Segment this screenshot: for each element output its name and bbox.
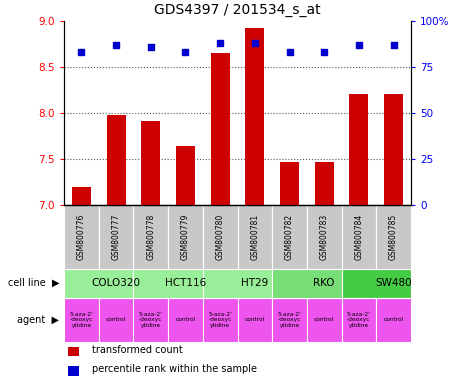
Point — [78, 50, 86, 56]
FancyBboxPatch shape — [238, 205, 272, 269]
FancyBboxPatch shape — [99, 205, 133, 269]
Point — [390, 42, 397, 48]
Text: SW480: SW480 — [375, 278, 412, 288]
Text: agent  ▶: agent ▶ — [18, 314, 59, 325]
FancyBboxPatch shape — [272, 298, 307, 342]
Text: percentile rank within the sample: percentile rank within the sample — [92, 364, 257, 374]
Text: control: control — [314, 317, 334, 322]
Text: GSM800780: GSM800780 — [216, 214, 225, 260]
Text: GSM800777: GSM800777 — [112, 214, 121, 260]
FancyBboxPatch shape — [133, 205, 168, 269]
Text: GSM800778: GSM800778 — [146, 214, 155, 260]
Bar — [67, 347, 79, 356]
FancyBboxPatch shape — [168, 298, 203, 342]
Bar — [141, 121, 161, 205]
Text: GSM800783: GSM800783 — [320, 214, 329, 260]
Bar — [176, 146, 195, 205]
Text: GSM800785: GSM800785 — [389, 214, 398, 260]
FancyBboxPatch shape — [133, 298, 168, 342]
Text: transformed count: transformed count — [92, 345, 182, 355]
Point — [320, 50, 328, 56]
Text: COLO320: COLO320 — [92, 278, 141, 288]
FancyBboxPatch shape — [376, 298, 411, 342]
Text: HT29: HT29 — [241, 278, 268, 288]
FancyBboxPatch shape — [64, 205, 99, 269]
Bar — [245, 28, 265, 205]
Bar — [314, 162, 334, 205]
FancyBboxPatch shape — [203, 269, 272, 298]
Point — [217, 40, 224, 46]
FancyBboxPatch shape — [64, 269, 133, 298]
Text: 5-aza-2'
-deoxyc
ytidine: 5-aza-2' -deoxyc ytidine — [69, 312, 94, 328]
Title: GDS4397 / 201534_s_at: GDS4397 / 201534_s_at — [154, 3, 321, 17]
Text: cell line  ▶: cell line ▶ — [8, 278, 59, 288]
FancyBboxPatch shape — [133, 269, 203, 298]
Text: GSM800779: GSM800779 — [181, 214, 190, 260]
FancyBboxPatch shape — [342, 205, 376, 269]
Text: control: control — [175, 317, 196, 322]
Text: control: control — [106, 317, 126, 322]
FancyBboxPatch shape — [342, 298, 376, 342]
Bar — [72, 187, 91, 205]
FancyBboxPatch shape — [99, 298, 133, 342]
FancyBboxPatch shape — [376, 205, 411, 269]
Bar — [384, 94, 403, 205]
Point — [181, 50, 189, 56]
Text: RKO: RKO — [314, 278, 335, 288]
FancyBboxPatch shape — [238, 298, 272, 342]
Bar — [349, 94, 369, 205]
FancyBboxPatch shape — [203, 205, 238, 269]
Text: control: control — [383, 317, 404, 322]
Bar — [280, 162, 299, 205]
FancyBboxPatch shape — [64, 298, 99, 342]
Text: 5-aza-2'
-deoxyc
ytidine: 5-aza-2' -deoxyc ytidine — [139, 312, 163, 328]
FancyBboxPatch shape — [307, 205, 342, 269]
FancyBboxPatch shape — [307, 298, 342, 342]
Text: GSM800784: GSM800784 — [354, 214, 363, 260]
Text: control: control — [245, 317, 265, 322]
Bar — [106, 115, 126, 205]
Point — [147, 44, 155, 50]
Point — [113, 42, 120, 48]
Bar — [210, 53, 230, 205]
FancyBboxPatch shape — [272, 205, 307, 269]
Text: 5-aza-2'
-deoxyc
ytidine: 5-aza-2' -deoxyc ytidine — [277, 312, 302, 328]
FancyBboxPatch shape — [342, 269, 411, 298]
Text: 5-aza-2'
-deoxyc
ytidine: 5-aza-2' -deoxyc ytidine — [208, 312, 232, 328]
FancyBboxPatch shape — [272, 269, 342, 298]
Text: GSM800782: GSM800782 — [285, 214, 294, 260]
FancyBboxPatch shape — [203, 298, 238, 342]
Text: GSM800781: GSM800781 — [250, 214, 259, 260]
Point — [355, 42, 363, 48]
FancyBboxPatch shape — [168, 205, 203, 269]
Bar — [67, 366, 79, 376]
Text: GSM800776: GSM800776 — [77, 214, 86, 260]
Point — [251, 40, 259, 46]
Text: HCT116: HCT116 — [165, 278, 206, 288]
Point — [286, 50, 294, 56]
Text: 5-aza-2'
-deoxyc
ytidine: 5-aza-2' -deoxyc ytidine — [347, 312, 371, 328]
